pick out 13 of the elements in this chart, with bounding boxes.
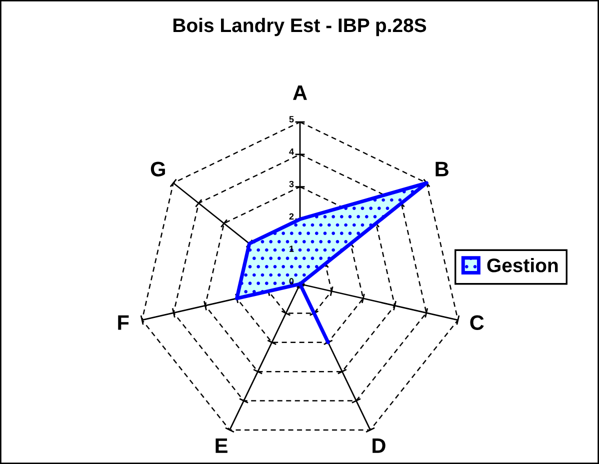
spoke-label: A <box>292 86 307 100</box>
spoke-label: F <box>118 315 129 330</box>
y-tick-label: 4 <box>289 148 294 155</box>
y-tick-label: 2 <box>289 213 294 220</box>
chart-title: Bois Landry Est - IBP p.28S <box>173 18 426 36</box>
spoke-label: G <box>150 162 165 176</box>
spoke-label: E <box>216 438 228 453</box>
legend-label: Gestion <box>487 258 558 272</box>
y-tick-label: 3 <box>289 180 294 188</box>
y-tick-label: 5 <box>289 116 294 122</box>
spoke-label: C <box>470 315 484 330</box>
spoke-label: D <box>372 438 386 453</box>
spoke-label: B <box>436 162 448 176</box>
